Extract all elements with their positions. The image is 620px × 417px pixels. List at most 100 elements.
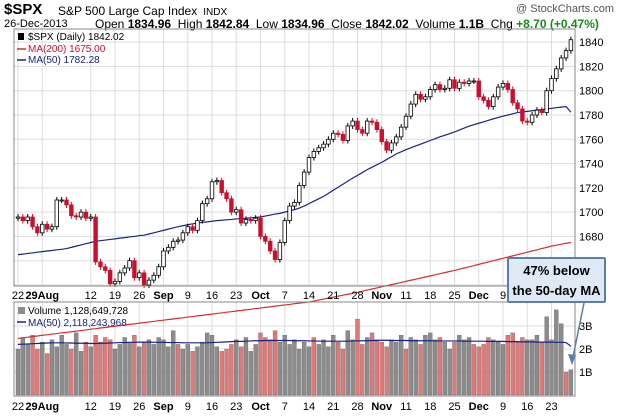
volume-bar: [229, 344, 234, 396]
volume-bar: [214, 346, 220, 396]
candle-body: [272, 250, 278, 260]
volume-bar: [248, 351, 253, 396]
legend-ma50: MA(50) 1782.28: [28, 55, 100, 66]
volume-bar: [549, 339, 554, 396]
x-tick-label: Nov: [371, 401, 393, 413]
callout-arrow: [568, 302, 585, 365]
low-value: 1834.96: [281, 17, 325, 31]
volume-bar: [219, 351, 224, 396]
legend-price: $SPX (Daily) 1842.02: [28, 32, 125, 43]
candle-body: [549, 78, 554, 92]
candle-body: [389, 142, 394, 151]
price-y-tick-label: 1720: [579, 183, 603, 195]
x-tick-label: 14: [303, 401, 315, 413]
candle-body: [398, 126, 404, 138]
candle-body: [466, 80, 472, 84]
volume-bar: [258, 332, 263, 396]
volume-bar: [93, 335, 98, 396]
x-tick-label: 23: [545, 401, 557, 413]
volume-bar: [568, 369, 574, 396]
callout-box: 47% below the 50-day MA: [507, 257, 606, 303]
volume-bar: [486, 337, 491, 396]
volume-bar: [437, 337, 443, 396]
x-tick-label: 18: [424, 401, 436, 413]
volume-bar: [180, 348, 186, 396]
volume-bar: [282, 335, 287, 396]
volume-bar: [166, 346, 171, 396]
candle-body: [74, 215, 79, 218]
x-tick-label: 9: [185, 290, 191, 302]
candle-body: [15, 216, 21, 219]
price-y-tick-label: 1820: [579, 61, 603, 73]
candle-body: [277, 242, 283, 260]
volume-bar: [539, 341, 544, 396]
volume-bar: [544, 316, 549, 396]
candle-body: [267, 240, 273, 252]
volume-bar: [297, 348, 302, 396]
volume-bar: [326, 346, 331, 396]
volume-bar: [345, 330, 350, 396]
volume-label: Volume: [415, 17, 456, 31]
candle-body: [224, 192, 229, 200]
x-tick-label: 11: [400, 290, 411, 302]
x-tick-label: 26: [133, 290, 145, 302]
volume-bar: [127, 341, 132, 396]
candle-body: [20, 216, 26, 222]
volume-bar: [462, 339, 467, 396]
volume-bar: [141, 341, 147, 396]
candle-body: [132, 260, 137, 279]
candle-body: [297, 185, 302, 203]
x-tick-label: 29Aug: [25, 290, 59, 302]
price-grid: [14, 29, 575, 286]
candle-body: [117, 272, 123, 282]
volume-bar: [394, 341, 399, 396]
volume-bar: [418, 344, 423, 396]
candle-body: [379, 129, 384, 143]
candle-body: [452, 79, 457, 89]
x-tick-label: 9: [185, 401, 191, 413]
volume-bar: [554, 309, 559, 396]
x-tick-label: Sep: [153, 290, 173, 302]
volume-bar: [306, 346, 312, 396]
candle-body: [345, 125, 350, 141]
candle-body: [442, 87, 447, 90]
volume-bar: [64, 344, 69, 396]
candle-body: [253, 217, 258, 222]
x-tick-label: 25: [448, 401, 460, 413]
x-tick-label: 14: [303, 290, 315, 302]
volume-bar: [137, 346, 142, 396]
x-tick-label: 19: [109, 290, 121, 302]
volume-bar: [20, 337, 26, 396]
candle-body: [311, 151, 317, 158]
candle-body: [491, 96, 496, 107]
candle-body: [44, 223, 50, 230]
candle-body: [282, 220, 287, 243]
x-tick-label: 23: [230, 401, 242, 413]
volume-bar: [520, 337, 525, 396]
candle-body: [355, 120, 360, 130]
volume-bar: [108, 339, 113, 396]
x-tick-label: Sep: [153, 401, 173, 413]
x-tick-label: 16: [206, 290, 218, 302]
volume-bar: [59, 335, 64, 396]
candle-body: [200, 203, 205, 222]
candle-body: [49, 226, 55, 230]
candle-body: [258, 217, 263, 237]
volume-bar: [117, 344, 122, 396]
volume-bar: [331, 335, 336, 396]
volume-bar: [122, 337, 127, 396]
price-y-tick-label: 1780: [579, 110, 603, 122]
volume-bar: [408, 337, 414, 396]
volume-bar: [49, 339, 55, 396]
candle-body: [243, 219, 249, 224]
candle-body: [78, 211, 84, 218]
volume-bar: [272, 330, 278, 396]
chg-label: Chg: [490, 17, 513, 31]
price-legend: $SPX (Daily) 1842.02 MA(200) 1675.00 MA(…: [17, 32, 125, 66]
candle-body: [141, 272, 147, 286]
candle-body: [127, 260, 132, 269]
volume-bar: [146, 339, 152, 396]
volume-bar: [447, 348, 452, 396]
candle-body: [238, 209, 244, 224]
